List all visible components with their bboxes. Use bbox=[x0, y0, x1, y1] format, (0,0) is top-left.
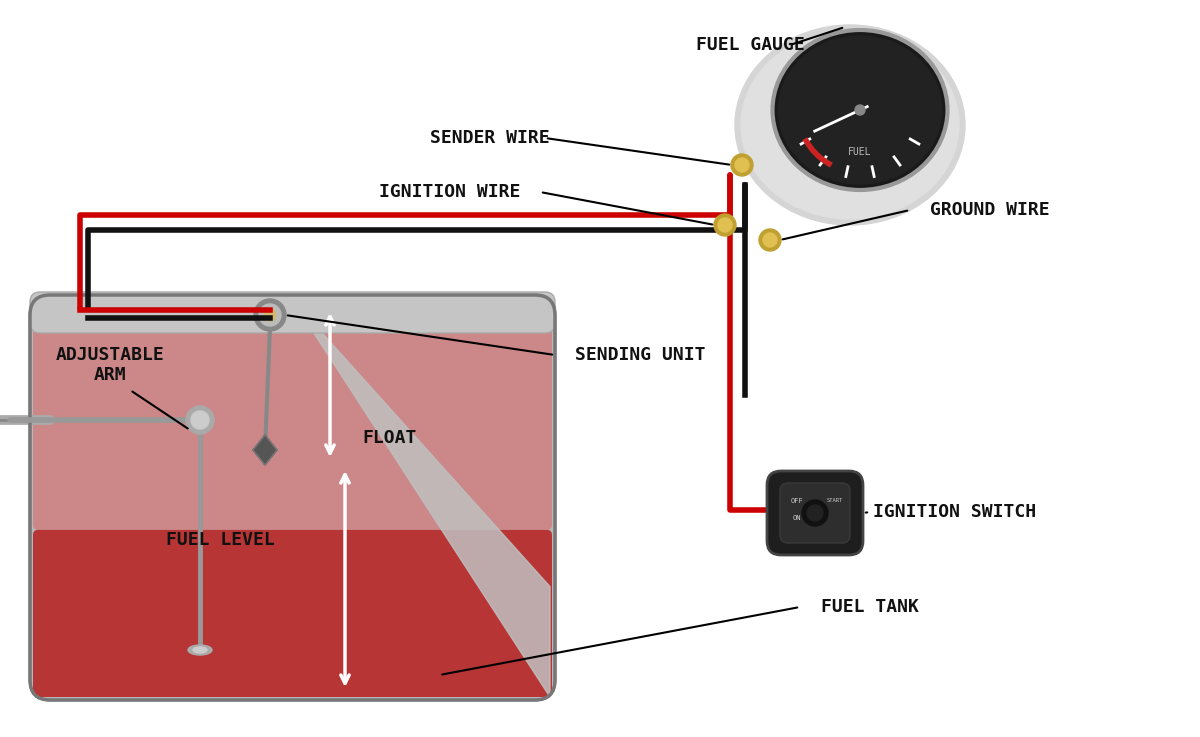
Text: FLOAT: FLOAT bbox=[362, 429, 418, 447]
Circle shape bbox=[259, 304, 281, 326]
Text: FUEL LEVEL: FUEL LEVEL bbox=[166, 531, 275, 549]
Text: FUEL GAUGE: FUEL GAUGE bbox=[696, 36, 804, 54]
Circle shape bbox=[718, 218, 732, 232]
Ellipse shape bbox=[773, 30, 948, 190]
FancyBboxPatch shape bbox=[34, 530, 552, 697]
Text: FUEL TANK: FUEL TANK bbox=[821, 598, 919, 616]
Polygon shape bbox=[253, 435, 277, 465]
Circle shape bbox=[808, 505, 823, 521]
Circle shape bbox=[854, 105, 865, 115]
Circle shape bbox=[714, 214, 736, 236]
Text: OFF: OFF bbox=[791, 498, 803, 504]
Circle shape bbox=[254, 299, 286, 331]
Ellipse shape bbox=[779, 36, 942, 184]
Circle shape bbox=[763, 233, 778, 247]
Circle shape bbox=[264, 309, 276, 321]
Circle shape bbox=[734, 158, 749, 172]
Circle shape bbox=[760, 229, 781, 251]
Circle shape bbox=[731, 154, 754, 176]
Circle shape bbox=[191, 411, 209, 429]
Text: ADJUSTABLE
ARM: ADJUSTABLE ARM bbox=[55, 346, 164, 385]
FancyBboxPatch shape bbox=[30, 295, 554, 700]
Text: IGNITION SWITCH: IGNITION SWITCH bbox=[874, 503, 1037, 521]
FancyBboxPatch shape bbox=[767, 471, 863, 555]
Circle shape bbox=[186, 406, 214, 434]
FancyBboxPatch shape bbox=[30, 292, 554, 333]
Text: FUEL: FUEL bbox=[848, 147, 871, 157]
Text: SENDER WIRE: SENDER WIRE bbox=[430, 129, 550, 147]
Ellipse shape bbox=[734, 25, 965, 225]
Text: GROUND WIRE: GROUND WIRE bbox=[930, 201, 1050, 219]
Text: START: START bbox=[827, 498, 844, 503]
Text: ON: ON bbox=[793, 515, 802, 521]
Polygon shape bbox=[293, 300, 550, 697]
Ellipse shape bbox=[193, 647, 208, 653]
FancyBboxPatch shape bbox=[34, 298, 552, 530]
Text: SENDING UNIT: SENDING UNIT bbox=[575, 346, 706, 364]
Text: IGNITION WIRE: IGNITION WIRE bbox=[379, 183, 521, 201]
FancyBboxPatch shape bbox=[780, 483, 850, 543]
Circle shape bbox=[802, 500, 828, 526]
Ellipse shape bbox=[742, 31, 959, 219]
Ellipse shape bbox=[188, 645, 212, 655]
